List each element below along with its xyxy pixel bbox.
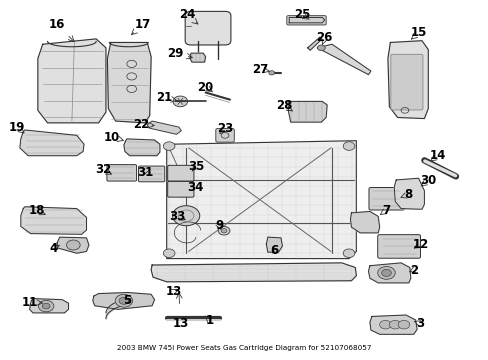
Polygon shape [30, 298, 68, 313]
Polygon shape [147, 121, 181, 134]
Circle shape [377, 266, 394, 279]
Text: 8: 8 [404, 188, 412, 201]
Circle shape [66, 240, 80, 250]
Polygon shape [307, 37, 321, 50]
Circle shape [379, 320, 390, 329]
Circle shape [38, 300, 54, 312]
FancyBboxPatch shape [167, 165, 194, 181]
Text: 16: 16 [49, 18, 65, 31]
Circle shape [163, 249, 175, 257]
Polygon shape [287, 102, 326, 122]
Text: 10: 10 [104, 131, 120, 144]
Text: 32: 32 [95, 163, 111, 176]
Polygon shape [288, 18, 324, 23]
Circle shape [218, 226, 229, 235]
FancyBboxPatch shape [377, 235, 420, 258]
Polygon shape [20, 130, 84, 156]
Polygon shape [57, 237, 89, 253]
Polygon shape [368, 263, 410, 283]
Text: 1: 1 [205, 314, 213, 327]
FancyBboxPatch shape [185, 12, 230, 45]
Text: 33: 33 [169, 210, 185, 223]
Polygon shape [38, 39, 106, 123]
Text: 29: 29 [167, 47, 183, 60]
Text: 7: 7 [382, 204, 390, 217]
Circle shape [317, 45, 325, 51]
Circle shape [388, 320, 400, 329]
FancyBboxPatch shape [215, 129, 234, 142]
Circle shape [172, 206, 200, 226]
Circle shape [163, 142, 175, 150]
FancyBboxPatch shape [390, 54, 422, 110]
Circle shape [397, 320, 409, 329]
Text: 27: 27 [251, 63, 267, 76]
Polygon shape [369, 315, 416, 334]
FancyBboxPatch shape [107, 165, 136, 181]
Polygon shape [387, 41, 427, 118]
Polygon shape [21, 207, 86, 234]
Circle shape [42, 303, 50, 309]
Polygon shape [123, 139, 160, 156]
Text: 11: 11 [21, 296, 38, 309]
Text: 4: 4 [50, 242, 58, 255]
FancyBboxPatch shape [368, 188, 404, 210]
Polygon shape [317, 44, 370, 75]
Text: 21: 21 [156, 91, 172, 104]
Text: 34: 34 [186, 181, 203, 194]
Polygon shape [107, 42, 151, 123]
Circle shape [381, 269, 390, 276]
Text: 15: 15 [409, 26, 426, 39]
Text: 26: 26 [316, 31, 332, 44]
Text: 13: 13 [165, 285, 182, 298]
FancyBboxPatch shape [138, 166, 164, 182]
Polygon shape [393, 178, 424, 209]
Text: 12: 12 [411, 238, 428, 251]
Polygon shape [190, 53, 205, 62]
Polygon shape [93, 293, 154, 309]
Polygon shape [151, 263, 356, 282]
Circle shape [268, 71, 274, 75]
Text: 31: 31 [137, 166, 153, 179]
Text: 35: 35 [187, 160, 203, 173]
Text: 5: 5 [122, 294, 131, 307]
Circle shape [119, 297, 128, 304]
Text: 24: 24 [179, 9, 195, 22]
Polygon shape [350, 211, 379, 233]
Text: 30: 30 [419, 174, 435, 187]
Text: 19: 19 [9, 121, 25, 134]
Polygon shape [166, 141, 356, 258]
FancyBboxPatch shape [286, 16, 325, 25]
Text: 14: 14 [429, 149, 445, 162]
Circle shape [221, 229, 226, 233]
Text: 9: 9 [215, 219, 223, 232]
Text: 6: 6 [270, 244, 278, 257]
Circle shape [343, 142, 354, 150]
Circle shape [115, 294, 132, 307]
FancyBboxPatch shape [167, 181, 194, 197]
Text: 3: 3 [416, 317, 424, 330]
Text: 20: 20 [197, 81, 213, 94]
Text: 23: 23 [217, 122, 233, 135]
Circle shape [173, 96, 187, 107]
Text: 17: 17 [134, 18, 150, 31]
Circle shape [343, 249, 354, 257]
Text: 25: 25 [293, 9, 309, 22]
Text: 2: 2 [409, 264, 417, 276]
Text: 22: 22 [133, 118, 149, 131]
Text: 13: 13 [172, 317, 188, 330]
Polygon shape [266, 237, 282, 252]
Text: 28: 28 [276, 99, 292, 112]
Text: 2003 BMW 745i Power Seats Gas Cartridge Diagram for 52107068057: 2003 BMW 745i Power Seats Gas Cartridge … [117, 345, 371, 351]
Text: 18: 18 [28, 204, 44, 217]
